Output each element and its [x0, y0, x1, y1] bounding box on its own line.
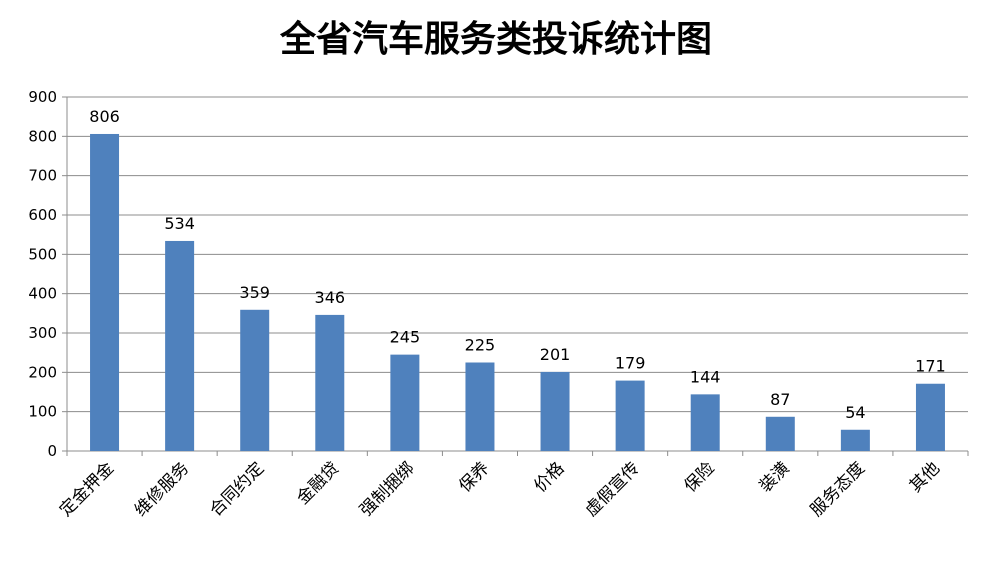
category-label: 定金押金 [56, 458, 118, 520]
y-tick-label: 800 [28, 127, 57, 145]
data-label: 359 [239, 283, 270, 302]
data-label: 144 [690, 367, 721, 386]
category-label: 合同约定 [206, 458, 268, 520]
bar [540, 371, 570, 451]
category-label: 服务态度 [807, 458, 869, 520]
data-label: 346 [315, 288, 346, 307]
y-tick-label: 700 [28, 167, 57, 185]
data-label: 179 [615, 354, 646, 373]
bars [90, 133, 945, 451]
category-label: 保养 [455, 458, 493, 496]
category-label: 价格 [530, 458, 568, 496]
gridlines [67, 96, 968, 413]
category-label: 装潢 [756, 458, 794, 496]
category-label: 虚假宣传 [581, 458, 643, 520]
chart-title: 全省汽车服务类投诉统计图 [279, 19, 712, 60]
data-label: 245 [390, 328, 421, 347]
y-tick-label: 600 [28, 206, 57, 224]
y-tick-label: 300 [28, 324, 57, 342]
bar [615, 380, 645, 451]
data-label: 54 [845, 403, 865, 422]
data-label: 171 [915, 357, 946, 376]
y-tick-label: 400 [28, 285, 57, 303]
y-tick-label: 100 [28, 403, 57, 421]
bar [240, 309, 270, 451]
bar [765, 416, 795, 451]
bar [390, 354, 420, 451]
axes: 0 100 200 300 400 500 600 700 800 900 [28, 88, 969, 460]
bar [840, 429, 870, 451]
bar [690, 394, 720, 451]
bar [165, 240, 195, 451]
bar [90, 133, 120, 451]
category-label: 保险 [681, 458, 719, 496]
bar [465, 362, 495, 451]
category-label: 金融贷 [293, 458, 343, 508]
y-tick-label: 0 [47, 442, 57, 460]
data-label: 806 [89, 107, 120, 126]
y-tick-label: 900 [28, 88, 57, 106]
data-label: 201 [540, 345, 571, 364]
category-label: 其他 [906, 458, 944, 496]
y-tick-label: 500 [28, 245, 57, 263]
data-label: 225 [465, 336, 496, 355]
category-label: 强制捆绑 [356, 458, 418, 520]
bar [915, 383, 945, 451]
y-tick-label: 200 [28, 363, 57, 381]
category-label: 维修服务 [131, 458, 193, 520]
data-label: 534 [164, 214, 195, 233]
data-label: 87 [770, 390, 790, 409]
bar [315, 314, 345, 451]
